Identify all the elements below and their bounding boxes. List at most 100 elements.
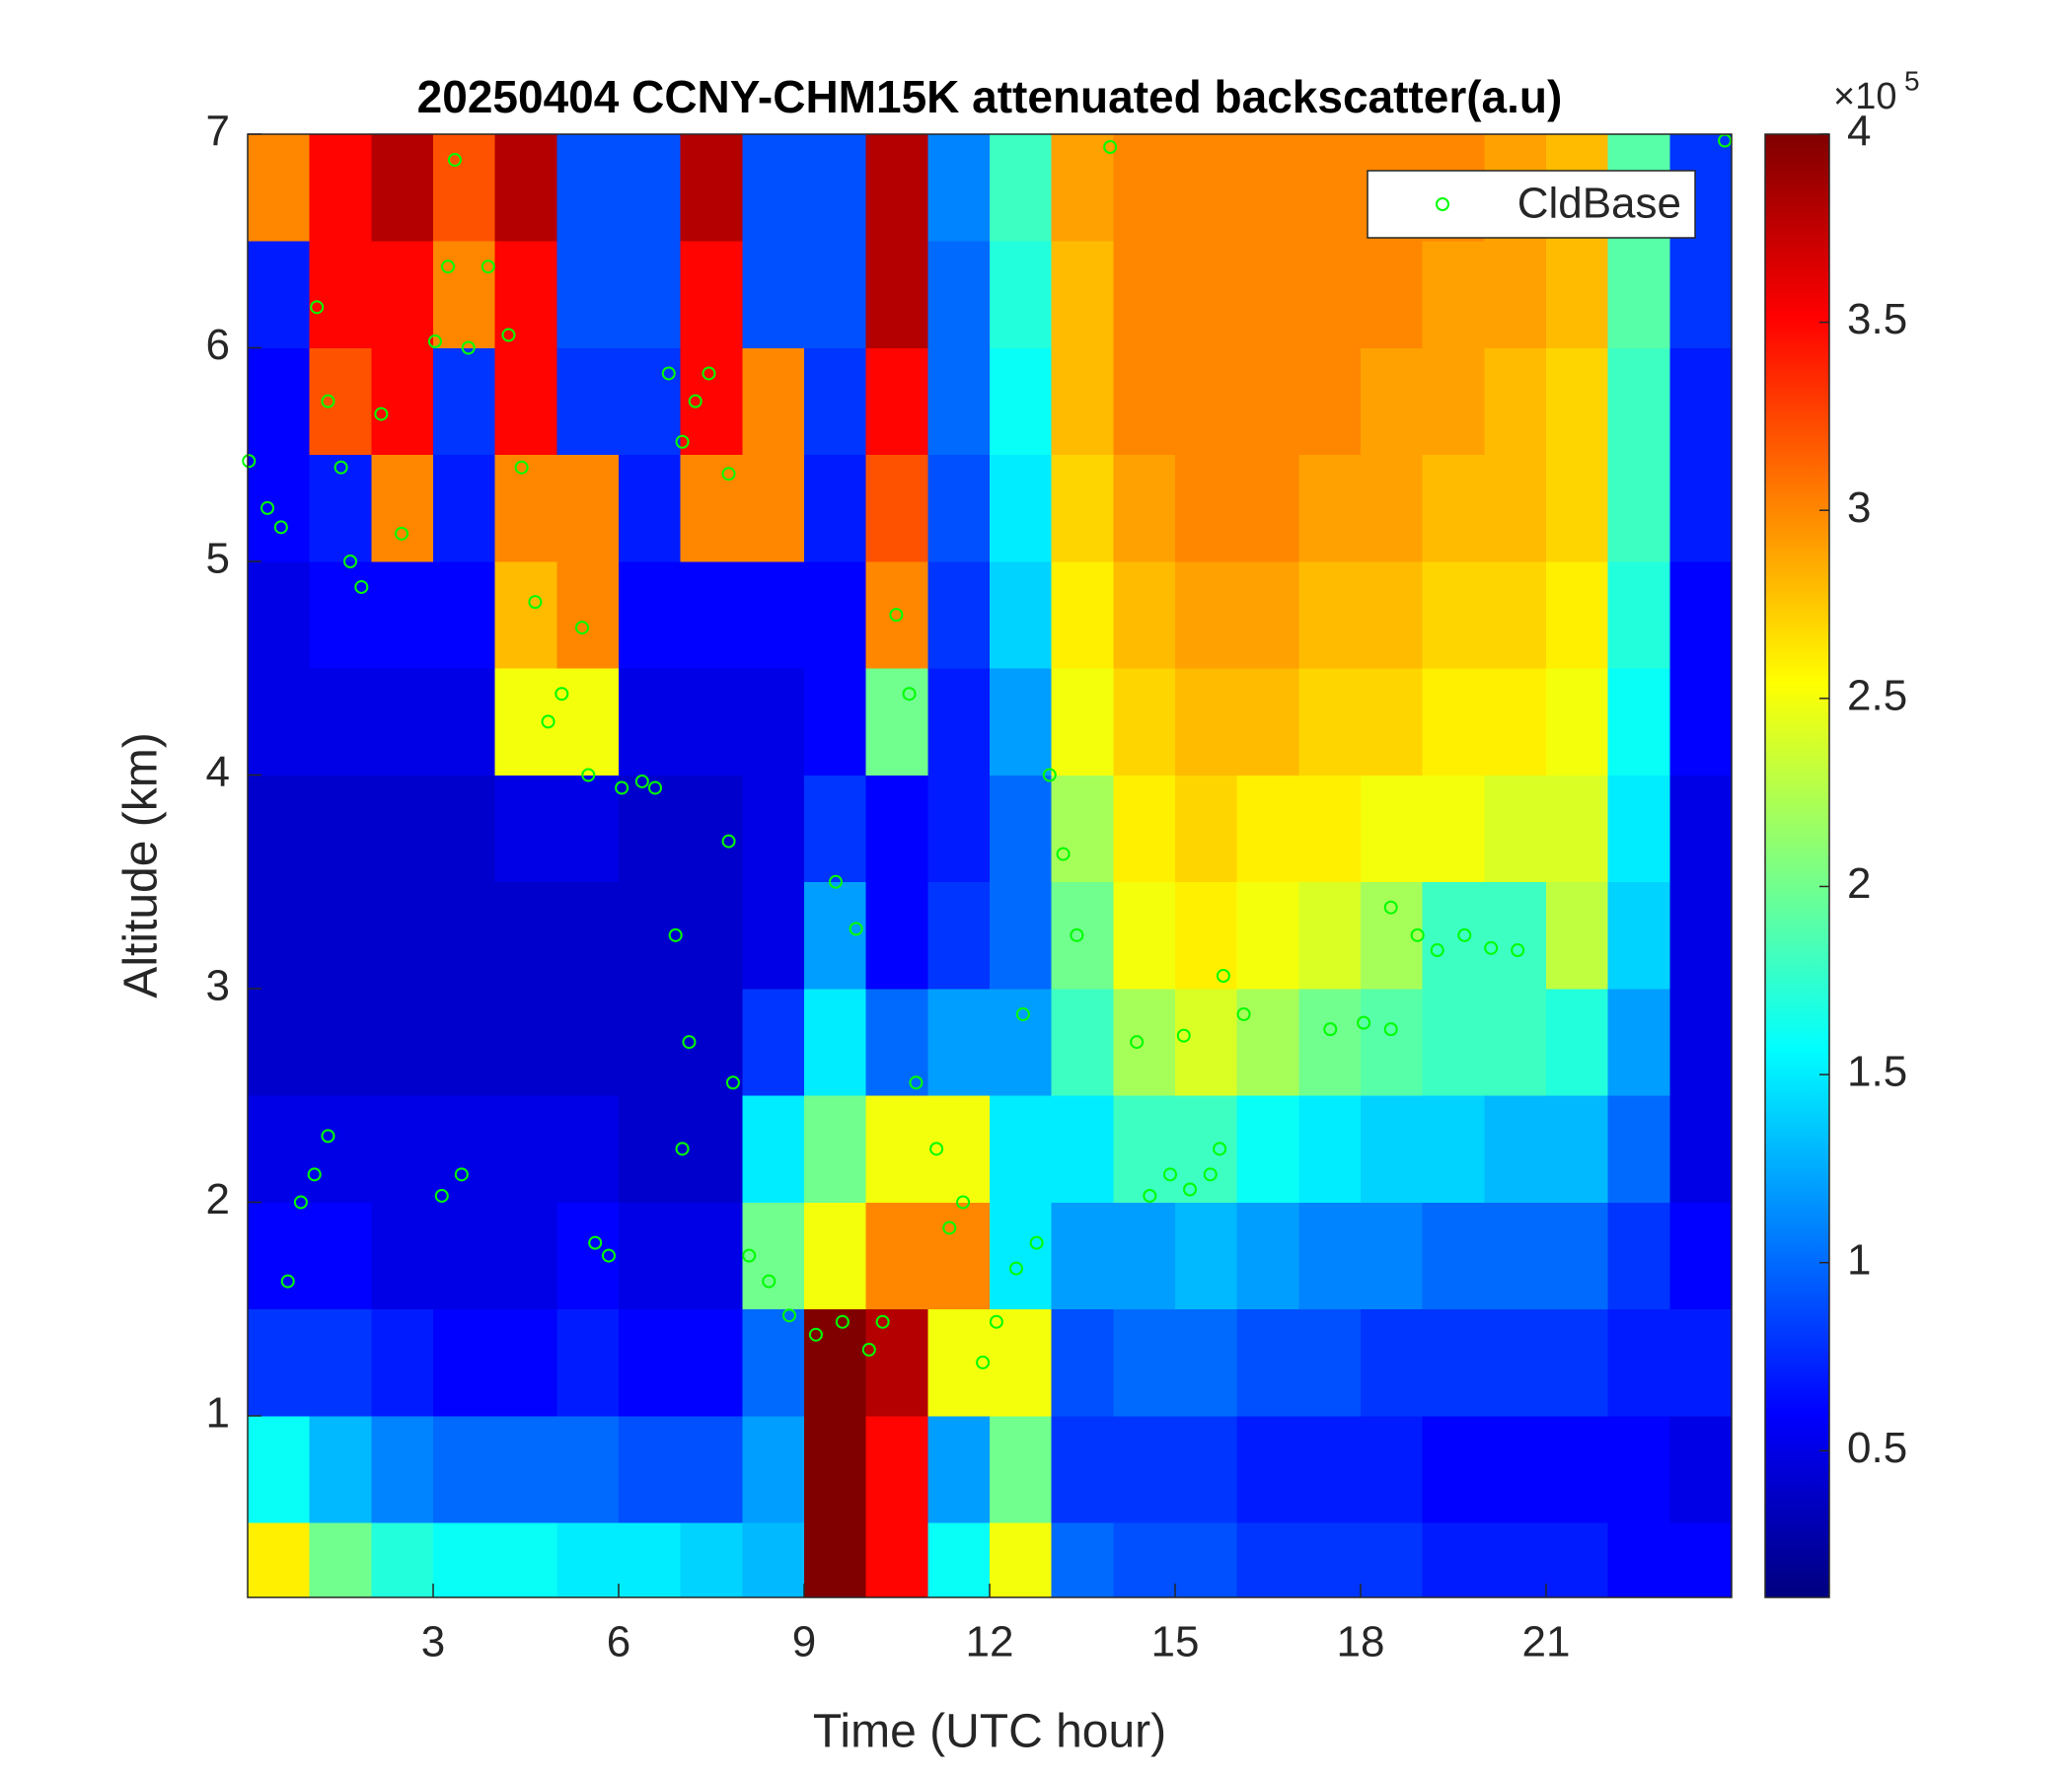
heat-cell bbox=[865, 454, 928, 562]
heat-cell bbox=[556, 1095, 620, 1203]
heat-cell bbox=[1361, 1202, 1424, 1310]
heat-cell bbox=[248, 241, 311, 348]
heat-cell bbox=[1236, 1415, 1299, 1523]
heat-cell bbox=[1175, 454, 1238, 562]
heat-cell bbox=[865, 1522, 928, 1598]
heat-cell bbox=[309, 347, 372, 456]
heat-cell bbox=[1236, 134, 1299, 242]
heat-cell bbox=[1361, 988, 1424, 1096]
heat-cell bbox=[804, 1095, 867, 1203]
cloud-base-point bbox=[1213, 1142, 1227, 1156]
heat-cell bbox=[494, 560, 557, 669]
heat-cell bbox=[680, 668, 743, 776]
heat-cell bbox=[1422, 881, 1485, 990]
heat-cell bbox=[309, 1308, 372, 1417]
heat-cell bbox=[371, 1415, 434, 1523]
heat-cell bbox=[1236, 241, 1299, 348]
cloud-base-point bbox=[310, 300, 325, 315]
heat-cell bbox=[309, 775, 372, 883]
heat-cell bbox=[1484, 560, 1547, 669]
heat-cell bbox=[619, 775, 682, 883]
cloud-base-point bbox=[395, 526, 409, 541]
heat-cell bbox=[927, 881, 991, 990]
heat-cell bbox=[1361, 881, 1424, 990]
heat-cell bbox=[619, 1095, 682, 1203]
heat-cell bbox=[248, 560, 311, 669]
heat-cell bbox=[556, 1202, 620, 1310]
heat-cell bbox=[1361, 668, 1424, 776]
heat-cell bbox=[309, 241, 372, 348]
cloud-base-point bbox=[808, 1327, 823, 1342]
heat-cell bbox=[1361, 1415, 1424, 1523]
heat-cell bbox=[680, 988, 743, 1096]
heat-cell bbox=[804, 1415, 867, 1523]
cloud-base-point bbox=[514, 460, 529, 475]
heat-cell bbox=[1669, 881, 1733, 990]
heat-cell bbox=[990, 775, 1053, 883]
heat-cell bbox=[1051, 560, 1114, 669]
colorbar bbox=[1764, 133, 1830, 1598]
cloud-base-point bbox=[1015, 1006, 1030, 1021]
heat-cell bbox=[433, 668, 496, 776]
colorbar-multiplier: ×10 bbox=[1833, 76, 1896, 117]
heat-cell bbox=[990, 241, 1053, 348]
y-tick-label: 7 bbox=[206, 108, 230, 156]
cloud-base-point bbox=[321, 1129, 335, 1144]
cloud-base-point bbox=[1236, 1006, 1251, 1021]
heat-cell bbox=[680, 347, 743, 456]
heat-cell bbox=[1175, 1308, 1238, 1417]
heat-cell bbox=[680, 775, 743, 883]
cloud-base-point bbox=[581, 768, 596, 782]
heat-cell bbox=[494, 775, 557, 883]
cloud-base-point bbox=[634, 774, 649, 788]
heat-cell bbox=[680, 1415, 743, 1523]
cloud-base-point bbox=[1430, 943, 1444, 958]
heat-cell bbox=[371, 1095, 434, 1203]
cloud-base-point bbox=[828, 874, 843, 889]
heat-cell bbox=[865, 347, 928, 456]
heat-cell bbox=[371, 1522, 434, 1598]
cloud-base-point bbox=[321, 394, 335, 408]
heat-cell bbox=[804, 454, 867, 562]
cloud-base-point bbox=[1130, 1035, 1145, 1050]
cloud-base-point bbox=[447, 152, 462, 167]
heat-cell bbox=[1484, 347, 1547, 456]
heat-cell bbox=[433, 1095, 496, 1203]
cloud-base-point bbox=[601, 1248, 616, 1263]
heat-cell bbox=[1113, 775, 1176, 883]
legend-box bbox=[1367, 170, 1696, 239]
cloud-base-point bbox=[762, 1274, 777, 1289]
heat-cell bbox=[1175, 1202, 1238, 1310]
heat-cell bbox=[1113, 988, 1176, 1096]
heat-cell bbox=[990, 1095, 1053, 1203]
heat-cell bbox=[371, 241, 434, 348]
heat-cell bbox=[1669, 241, 1733, 348]
heat-cell bbox=[494, 347, 557, 456]
heat-cell bbox=[742, 881, 805, 990]
heat-cell bbox=[494, 988, 557, 1096]
heat-cell bbox=[309, 1522, 372, 1598]
heat-cell bbox=[1236, 1202, 1299, 1310]
cloud-base-point bbox=[1103, 139, 1118, 154]
y-tick-label: 5 bbox=[206, 535, 230, 583]
heat-cell bbox=[494, 881, 557, 990]
heat-cell bbox=[433, 881, 496, 990]
heat-cell bbox=[494, 1522, 557, 1598]
heat-cell bbox=[927, 1415, 991, 1523]
cloud-base-point bbox=[427, 334, 442, 349]
heat-cell bbox=[1546, 560, 1609, 669]
heat-cell bbox=[927, 454, 991, 562]
heat-cell bbox=[248, 1522, 311, 1598]
heat-cell bbox=[619, 1522, 682, 1598]
heat-cell bbox=[619, 560, 682, 669]
heat-cell bbox=[433, 988, 496, 1096]
cloud-base-point bbox=[481, 259, 495, 274]
heat-cell bbox=[804, 1522, 867, 1598]
heat-cell bbox=[865, 988, 928, 1096]
colorbar-tick-label: 3.5 bbox=[1847, 295, 1907, 343]
heat-cell bbox=[433, 1202, 496, 1310]
heat-cell bbox=[865, 881, 928, 990]
colorbar-tick-label: 4 bbox=[1847, 108, 1871, 156]
cloud-base-point bbox=[1484, 940, 1499, 955]
heat-cell bbox=[1051, 1415, 1114, 1523]
